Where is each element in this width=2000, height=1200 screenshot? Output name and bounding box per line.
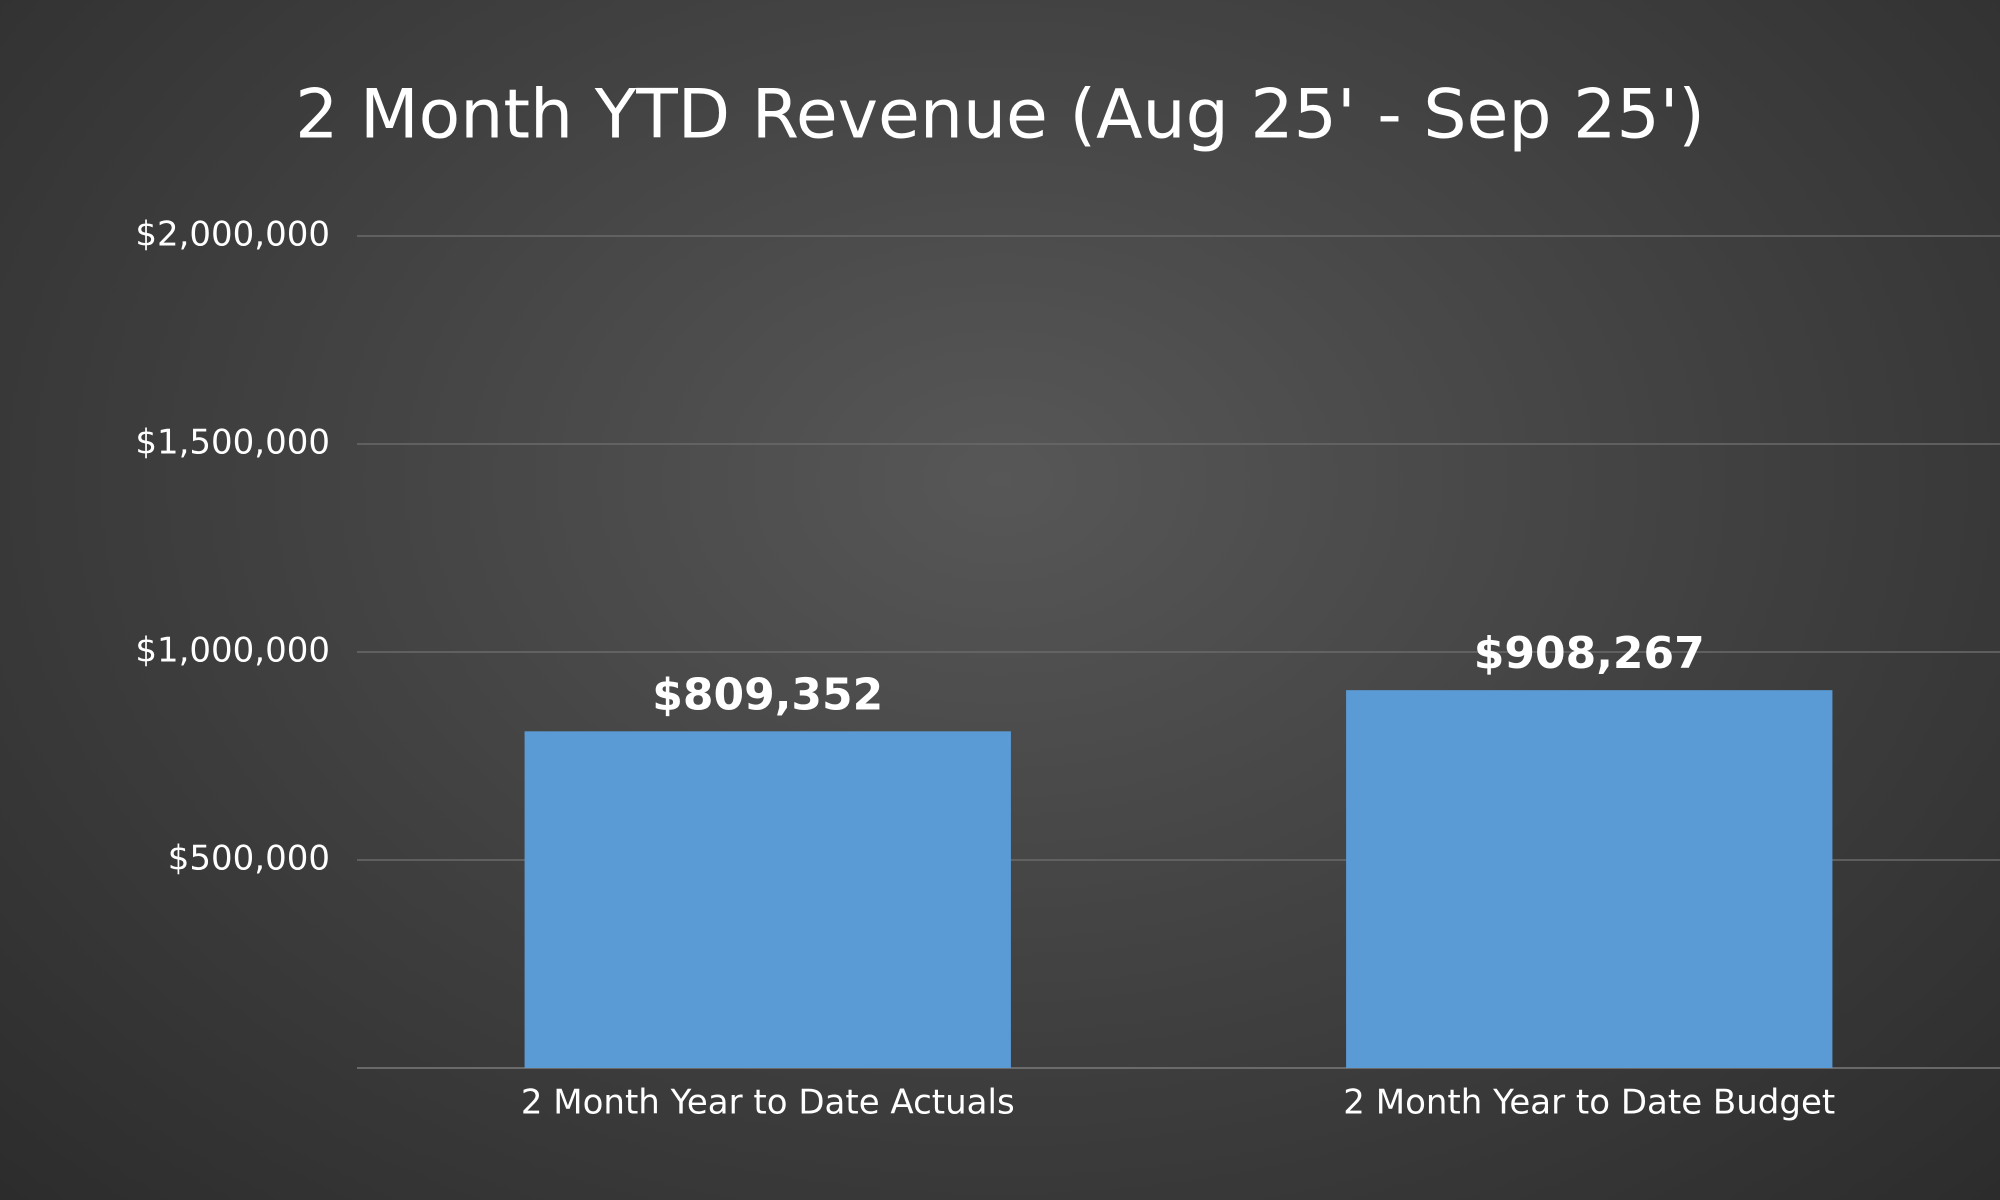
- x-tick-label: 2 Month Year to Date Actuals: [521, 1083, 1015, 1123]
- bar: [524, 731, 1011, 1068]
- chart-title: 2 Month YTD Revenue (Aug 25' - Sep 25'): [295, 76, 1705, 155]
- y-tick-label: $1,500,000: [135, 423, 330, 463]
- y-tick-label: $1,000,000: [135, 631, 330, 671]
- y-tick-label: $500,000: [168, 839, 330, 879]
- x-tick-label: 2 Month Year to Date Budget: [1343, 1083, 1835, 1123]
- y-tick-label: $2,000,000: [135, 215, 330, 255]
- bar: [1346, 690, 1833, 1068]
- value-label: $809,352: [652, 669, 883, 720]
- value-label: $908,267: [1474, 628, 1705, 679]
